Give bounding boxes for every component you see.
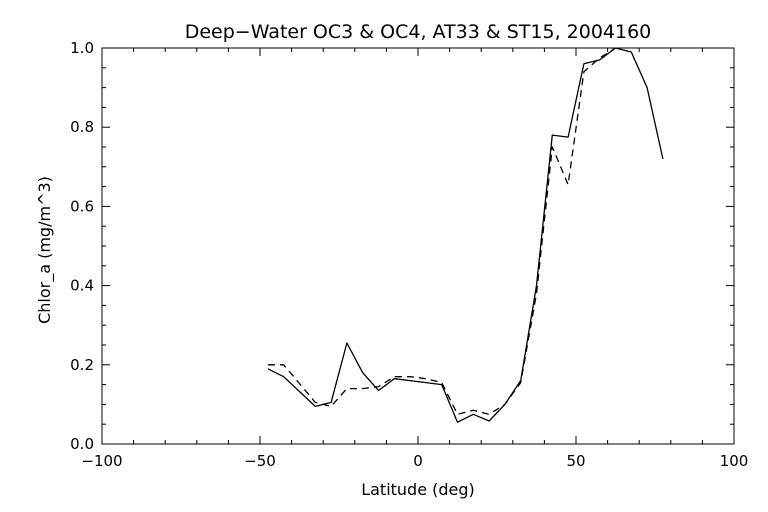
series-line-solid (267, 48, 664, 423)
y-tick-label: 0.2 (70, 356, 94, 374)
x-tick-label: 0 (413, 452, 423, 470)
y-tick-label: 0.0 (70, 435, 94, 453)
series-line-dashed (267, 48, 616, 415)
chart-title: Deep−Water OC3 & OC4, AT33 & ST15, 20041… (185, 21, 652, 43)
data-series (267, 48, 664, 423)
y-tick-label: 0.4 (70, 277, 94, 295)
x-axis-label: Latitude (deg) (361, 480, 475, 499)
y-tick-label: 0.6 (70, 197, 94, 215)
x-tick-label: −50 (244, 452, 276, 470)
x-tick-label: 100 (720, 452, 749, 470)
y-tick-label: 1.0 (70, 39, 94, 57)
axis-ticks (101, 47, 735, 445)
y-tick-label: 0.8 (70, 118, 94, 136)
x-tick-label: −100 (81, 452, 122, 470)
axis-tick-labels: −100 −50 0 50 100 0.0 0.2 0.4 0.6 0.8 1.0 (70, 39, 748, 470)
y-axis-label: Chlor_a (mg/m^3) (35, 176, 55, 324)
x-tick-label: 50 (566, 452, 585, 470)
